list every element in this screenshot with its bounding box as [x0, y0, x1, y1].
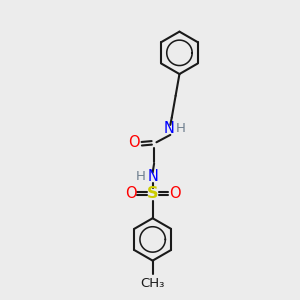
Text: N: N: [164, 121, 174, 136]
Text: H: H: [135, 170, 145, 183]
Text: O: O: [125, 186, 136, 201]
Text: O: O: [169, 186, 181, 201]
Text: N: N: [148, 169, 159, 184]
Text: CH₃: CH₃: [140, 278, 165, 290]
Text: H: H: [176, 122, 185, 135]
Text: O: O: [128, 135, 140, 150]
Text: S: S: [147, 186, 158, 201]
